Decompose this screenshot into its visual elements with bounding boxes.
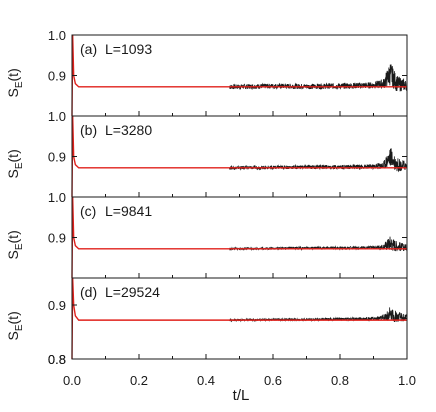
y-tick-label: 0.9 [48, 150, 66, 165]
x-tick-label: 1.0 [398, 373, 416, 388]
y-tick-label: 0.8 [48, 352, 66, 367]
y-tick-label: 0.9 [48, 231, 66, 246]
y-tick-label: 0.9 [48, 298, 66, 313]
fit-series-line [71, 115, 407, 198]
fit-series-line [71, 34, 407, 117]
y-tick-label: 0.8 [48, 352, 66, 367]
x-tick-label: 0.4 [197, 373, 215, 388]
panel-label: (b) [80, 122, 97, 138]
panel-annotation: L=3280 [105, 122, 152, 138]
fit-series-line [71, 196, 407, 279]
y-axis-label: SE(t) [5, 230, 25, 259]
panel-3: 1.0 0.9 (c) L=9841 SE(t) [5, 190, 408, 279]
panel-annotation: L=29524 [105, 284, 160, 300]
panel-label: (c) [80, 203, 96, 219]
panel-annotation: L=9841 [105, 203, 152, 219]
y-axis-label: SE(t) [5, 68, 25, 97]
x-tick-label: 0.6 [264, 373, 282, 388]
panel-label: (a) [80, 41, 97, 57]
x-tick-label: 0.2 [130, 373, 148, 388]
y-axis-label: SE(t) [5, 311, 25, 340]
panel-1: 1.0 0.9 (a) L=1093 SE(t) [5, 28, 408, 117]
x-tick-label: 0.8 [331, 373, 349, 388]
fit-series-line [71, 277, 407, 360]
x-axis-label: t/L [233, 387, 250, 404]
panel-2: 1.0 0.9 (b) L=3280 SE(t) [5, 109, 408, 198]
x-tick-label: 0.0 [63, 373, 81, 388]
y-tick-label: 0.9 [48, 69, 66, 84]
panel-label: (d) [80, 284, 97, 300]
y-tick-label: 1.0 [48, 28, 66, 43]
data-series-line [229, 64, 408, 92]
y-tick-label: 1.0 [48, 190, 66, 205]
x-axis: 0.0 0.2 0.4 0.6 0.8 1.0 [63, 373, 416, 388]
panels: 1.0 0.9 (a) L=1093 SE(t) 1.0 0.9 (b) L=3280 SE(t)… [5, 28, 408, 367]
y-axis-label: SE(t) [5, 149, 25, 178]
panel-annotation: L=1093 [105, 41, 152, 57]
y-tick-label: 1.0 [48, 109, 66, 124]
